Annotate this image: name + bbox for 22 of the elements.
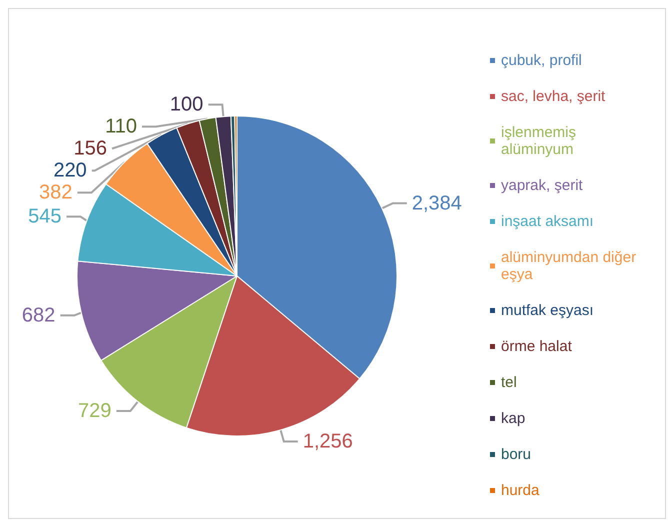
legend-label: sac, levha, şerit <box>501 88 606 105</box>
data-label: 382 <box>39 182 72 204</box>
legend-label: mutfak eşyası <box>501 302 594 319</box>
legend-label: inşaat aksamı <box>501 213 594 230</box>
legend-label: işlenmemiş alüminyum <box>501 124 580 158</box>
legend-label: hurda <box>501 482 540 499</box>
data-label: 682 <box>22 304 56 326</box>
data-label: 100 <box>170 94 204 116</box>
data-label: 220 <box>53 160 87 182</box>
data-label: 729 <box>78 400 112 422</box>
data-label: 2,384 <box>412 192 462 214</box>
legend-label: alüminyumdan diğer eşya <box>501 249 640 283</box>
legend-label: boru <box>501 446 532 463</box>
data-label: 1,256 <box>302 430 353 452</box>
legend-label: örme halat <box>501 338 573 355</box>
legend-label: tel <box>501 374 517 391</box>
legend-label: yaprak, şerit <box>501 177 584 194</box>
data-label: 156 <box>74 138 107 160</box>
data-label: 110 <box>105 116 137 138</box>
data-label: 545 <box>28 206 62 228</box>
legend-label: çubuk, profil <box>501 52 582 69</box>
legend-label: kap <box>501 410 526 427</box>
